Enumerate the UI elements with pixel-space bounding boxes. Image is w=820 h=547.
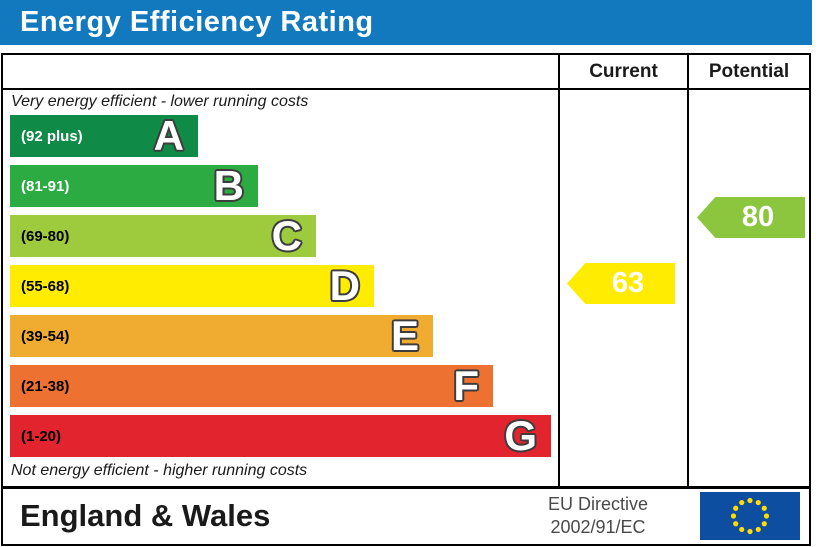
band-letter: F — [453, 362, 479, 409]
band-letter: G — [504, 412, 537, 459]
band-range-label: (69-80) — [21, 227, 70, 245]
caption-not-efficient: Not energy efficient - higher running co… — [11, 462, 308, 479]
band-range-label: (21-38) — [21, 377, 70, 395]
column-header-current: Current — [589, 61, 658, 82]
rating-table: Current Potential Very energy efficient … — [1, 53, 811, 546]
divider-potential-column — [687, 55, 689, 486]
band-f: (21-38) F — [10, 365, 493, 407]
band-a: (92 plus) A — [10, 115, 198, 157]
divider-header-row — [3, 88, 809, 90]
band-range-label: (39-54) — [21, 327, 70, 345]
band-d: (55-68) D — [10, 265, 374, 307]
current-rating-value: 63 — [611, 267, 645, 299]
band-b: (81-91) B — [10, 165, 258, 207]
divider-footer-row — [3, 486, 809, 489]
band-e: (39-54) E — [10, 315, 433, 357]
page-title: Energy Efficiency Rating — [0, 0, 812, 45]
band-letter: C — [271, 212, 302, 259]
band-range-label: (92 plus) — [21, 127, 83, 145]
potential-rating-arrow: 80 — [697, 197, 805, 238]
band-letter: A — [153, 112, 184, 159]
band-range-label: (1-20) — [21, 427, 62, 445]
divider-current-column — [558, 55, 560, 486]
column-header-potential: Potential — [708, 61, 790, 82]
band-letter: B — [213, 162, 244, 209]
band-g: (1-20) G — [10, 415, 551, 457]
eu-directive-line1: EU Directive — [547, 494, 649, 514]
eu-flag-icon — [700, 492, 800, 540]
region-label: England & Wales — [20, 498, 271, 533]
caption-very-efficient: Very energy efficient - lower running co… — [11, 93, 309, 110]
band-c: (69-80) C — [10, 215, 316, 257]
eu-directive-label: EU Directive 2002/91/EC — [508, 493, 688, 539]
band-letter: D — [329, 262, 360, 309]
band-letter: E — [390, 312, 419, 359]
band-range-label: (55-68) — [21, 277, 70, 295]
current-rating-arrow: 63 — [567, 263, 675, 304]
eu-directive-line2: 2002/91/EC — [550, 517, 646, 537]
band-range-label: (81-91) — [21, 177, 70, 195]
potential-rating-value: 80 — [741, 201, 775, 233]
